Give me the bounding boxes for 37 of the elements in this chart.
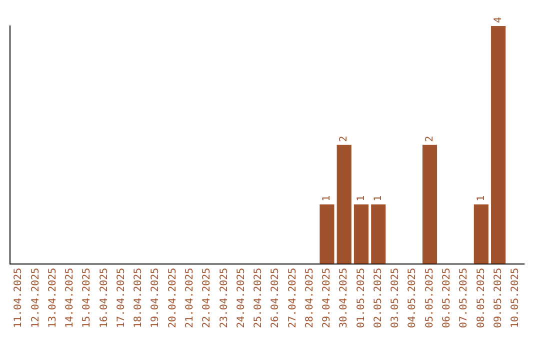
data-label: 1 (356, 195, 367, 202)
x-tick-label: 19.04.2025 (150, 268, 162, 328)
x-tick-label: 08.05.2025 (476, 268, 487, 328)
x-tick-label: 21.04.2025 (184, 268, 196, 328)
x-tick-label: 07.05.2025 (458, 268, 470, 328)
x-tick-label: 02.05.2025 (372, 268, 384, 328)
x-tick-label: 23.04.2025 (218, 268, 230, 328)
x-tick-label: 18.04.2025 (133, 268, 144, 328)
x-tick-label: 06.05.2025 (441, 268, 452, 328)
data-label: 2 (338, 136, 350, 142)
x-tick-label: 25.04.2025 (253, 268, 264, 328)
x-tick-label: 20.04.2025 (167, 268, 178, 328)
x-tick-label: 10.05.2025 (510, 268, 522, 328)
x-tick-label: 29.04.2025 (322, 268, 333, 328)
x-tick-label: 27.04.2025 (287, 268, 298, 328)
x-tick-label: 22.04.2025 (202, 268, 213, 328)
x-tick-label: 30.04.2025 (338, 268, 350, 328)
x-tick-label: 17.04.2025 (116, 268, 127, 328)
x-tick-label: 12.04.2025 (30, 268, 42, 328)
x-tick-label: 04.05.2025 (407, 268, 418, 328)
data-label: 2 (424, 136, 436, 142)
x-tick-label: 26.04.2025 (270, 268, 282, 328)
x-tick-label: 15.04.2025 (82, 268, 93, 328)
x-tick-label: 16.04.2025 (98, 268, 110, 328)
x-tick-label: 01.05.2025 (356, 268, 367, 328)
data-label: 1 (476, 195, 487, 202)
x-tick-label: 13.04.2025 (47, 268, 58, 328)
x-tick-label: 03.05.2025 (390, 268, 402, 328)
x-tick-label: 14.04.2025 (64, 268, 76, 328)
data-label: 4 (492, 16, 504, 23)
data-label: 1 (372, 195, 384, 202)
x-tick-label: 09.05.2025 (492, 268, 504, 328)
x-tick-label: 28.04.2025 (304, 268, 316, 328)
data-label: 1 (322, 195, 333, 202)
x-tick-label: 05.05.2025 (424, 268, 436, 328)
x-tick-label: 24.04.2025 (236, 268, 247, 328)
x-tick-label: 11.04.2025 (13, 268, 24, 328)
